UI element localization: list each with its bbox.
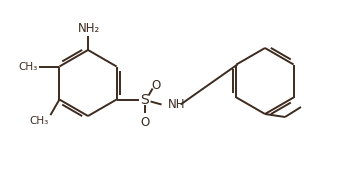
Text: NH: NH xyxy=(168,98,185,111)
Text: O: O xyxy=(151,79,160,92)
Text: S: S xyxy=(140,93,149,107)
Text: CH₃: CH₃ xyxy=(29,116,49,126)
Text: O: O xyxy=(140,115,149,128)
Text: NH₂: NH₂ xyxy=(78,22,100,35)
Text: CH₃: CH₃ xyxy=(18,62,37,71)
